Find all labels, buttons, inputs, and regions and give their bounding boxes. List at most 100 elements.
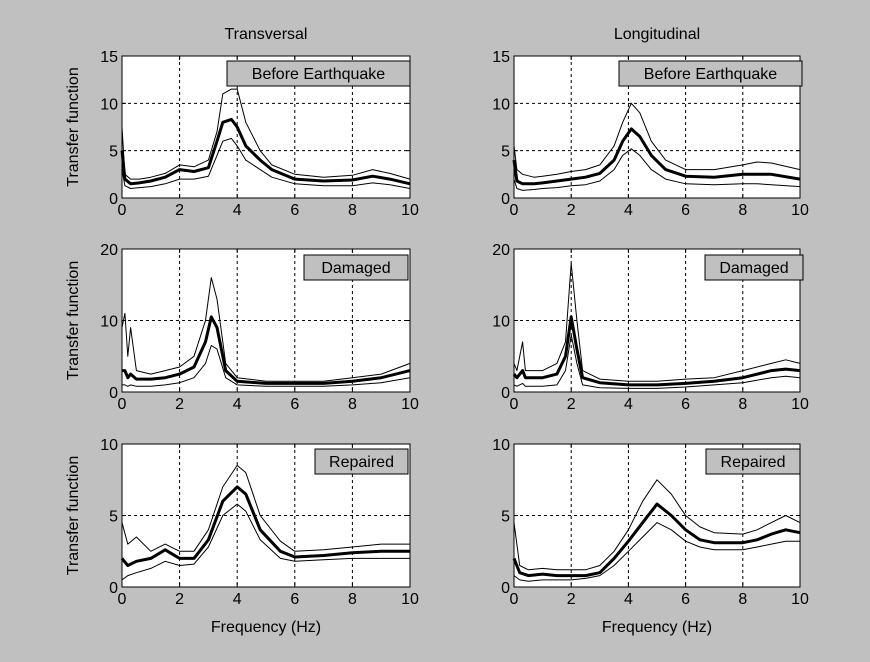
y-tick-label: 5 xyxy=(501,144,510,161)
axes-frame xyxy=(121,55,411,199)
x-tick-label: 8 xyxy=(348,591,357,608)
x-tick-label: 0 xyxy=(510,591,519,608)
y-tick-label: 5 xyxy=(109,144,118,161)
legend-label: Damaged xyxy=(321,260,390,277)
x-tick-label: 0 xyxy=(118,396,127,413)
x-tick-label: 6 xyxy=(290,396,299,413)
y-tick-label: 0 xyxy=(109,580,118,597)
x-tick-label: 6 xyxy=(290,202,299,219)
x-tick-label: 4 xyxy=(624,396,633,413)
legend-box xyxy=(226,60,411,87)
x-tick-label: 2 xyxy=(175,396,184,413)
legend-label: Repaired xyxy=(721,454,786,471)
series-line-lower xyxy=(513,148,801,191)
x-tick-label: 6 xyxy=(681,202,690,219)
x-tick-label: 6 xyxy=(290,591,299,608)
series-line-mean xyxy=(512,315,801,387)
y-axis-label: Transfer function xyxy=(65,261,82,380)
y-tick-label: 0 xyxy=(501,580,510,597)
x-tick-label: 10 xyxy=(791,396,809,413)
y-tick-label: 10 xyxy=(100,314,118,331)
series-line-mean xyxy=(120,117,411,186)
x-tick-label: 2 xyxy=(567,591,576,608)
series-line-upper xyxy=(513,479,801,571)
series-line-lower xyxy=(513,522,800,582)
legend-label: Damaged xyxy=(719,260,788,277)
y-tick-label: 20 xyxy=(492,242,510,259)
series-line-lower xyxy=(121,503,410,581)
y-tick-label: 5 xyxy=(501,509,510,526)
legend-box xyxy=(705,448,801,475)
x-tick-label: 6 xyxy=(681,396,690,413)
x-tick-label: 8 xyxy=(738,202,747,219)
x-tick-label: 0 xyxy=(118,591,127,608)
x-axis-label: Frequency (Hz) xyxy=(211,619,321,636)
series-line-upper xyxy=(513,262,801,382)
x-tick-label: 8 xyxy=(738,396,747,413)
x-tick-label: 0 xyxy=(118,202,127,219)
series-line-mean xyxy=(512,127,801,186)
series-line-mean xyxy=(120,485,410,567)
axes-frame xyxy=(513,55,801,199)
x-tick-label: 4 xyxy=(624,591,633,608)
x-tick-label: 2 xyxy=(175,591,184,608)
x-tick-label: 8 xyxy=(738,591,747,608)
x-tick-label: 0 xyxy=(510,396,519,413)
y-tick-label: 15 xyxy=(100,49,118,66)
x-tick-label: 10 xyxy=(791,591,809,608)
series-line-upper xyxy=(121,464,410,552)
x-tick-label: 10 xyxy=(401,202,419,219)
series-line-upper xyxy=(121,88,411,180)
series-line-lower xyxy=(513,334,801,389)
x-tick-label: 4 xyxy=(233,202,242,219)
y-tick-label: 15 xyxy=(492,49,510,66)
y-tick-label: 0 xyxy=(501,385,510,402)
legend-box xyxy=(704,254,804,281)
x-axis-label: Frequency (Hz) xyxy=(602,619,712,636)
y-axis-label: Transfer function xyxy=(65,456,82,575)
legend-label: Before Earthquake xyxy=(644,66,778,83)
x-tick-label: 8 xyxy=(348,202,357,219)
x-tick-label: 2 xyxy=(567,202,576,219)
y-axis-label: Transfer function xyxy=(65,67,82,186)
x-tick-label: 6 xyxy=(681,591,690,608)
legend-box xyxy=(314,448,409,475)
x-tick-label: 4 xyxy=(233,396,242,413)
series-line-lower xyxy=(122,345,411,387)
subplot-5: 0 2 4 6 8 10 0 5 10 Transfer function Frequency (H… xyxy=(65,437,419,636)
x-tick-label: 2 xyxy=(567,396,576,413)
series-line-lower xyxy=(121,137,411,189)
column-title: Longitudinal xyxy=(614,26,700,43)
x-tick-label: 10 xyxy=(401,591,419,608)
column-title: Transversal xyxy=(225,26,308,43)
x-tick-label: 8 xyxy=(348,396,357,413)
subplot-2: 0 2 4 6 8 10 0 5 10 15 Longitudinal Before Earthqua… xyxy=(492,26,809,219)
x-tick-label: 4 xyxy=(624,202,633,219)
series-line-mean xyxy=(122,315,411,385)
y-tick-label: 10 xyxy=(492,96,510,113)
y-tick-label: 10 xyxy=(100,437,118,454)
subplot-1: 0 2 4 6 8 10 0 5 10 15 Transversal Transfer functio… xyxy=(65,26,419,219)
x-tick-label: 10 xyxy=(401,396,419,413)
legend-box xyxy=(303,254,409,281)
series-line-mean xyxy=(512,502,801,578)
y-tick-label: 10 xyxy=(492,437,510,454)
legend-label: Repaired xyxy=(329,454,394,471)
y-tick-label: 10 xyxy=(492,314,510,331)
y-tick-label: 0 xyxy=(109,191,118,208)
y-tick-label: 20 xyxy=(100,242,118,259)
subplot-6: 0 2 4 6 8 10 0 5 10 Frequency (Hz) Repaired xyxy=(492,437,809,636)
series-line-upper xyxy=(513,102,801,178)
x-tick-label: 4 xyxy=(233,591,242,608)
subplot-4: 0 2 4 6 8 10 0 10 20 Damaged xyxy=(492,242,809,413)
series-line-upper xyxy=(121,277,411,382)
y-tick-label: 0 xyxy=(109,385,118,402)
x-tick-label: 2 xyxy=(175,202,184,219)
legend-label: Before Earthquake xyxy=(252,66,386,83)
y-tick-label: 0 xyxy=(501,191,510,208)
x-tick-label: 0 xyxy=(510,202,519,219)
x-tick-label: 10 xyxy=(791,202,809,219)
legend-box xyxy=(618,60,803,87)
